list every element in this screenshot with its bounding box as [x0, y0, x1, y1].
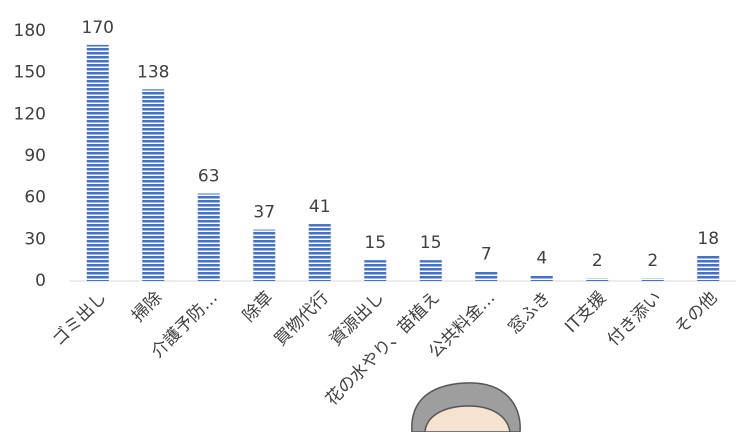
bar: [198, 194, 220, 282]
y-tick-label: 180: [14, 21, 46, 41]
x-tick-label: 掃除: [128, 288, 166, 326]
y-tick-label: 120: [14, 104, 46, 124]
y-tick-label: 60: [24, 188, 46, 208]
bar: [364, 260, 386, 281]
data-label: 18: [697, 229, 719, 249]
data-label: 2: [647, 251, 658, 271]
x-tick-label: ゴミ出し: [48, 287, 111, 350]
y-tick-label: 30: [24, 229, 46, 249]
chart: 0306090120150180170ゴミ出し138掃除63介護予防…37除草4…: [0, 0, 744, 432]
data-label: 7: [481, 244, 492, 264]
data-label: 2: [592, 251, 603, 271]
x-tick-label: 窓ふき: [505, 288, 555, 338]
bar: [87, 45, 109, 281]
data-label: 63: [198, 167, 220, 187]
bar: [420, 260, 442, 281]
y-tick-label: 150: [14, 63, 46, 83]
data-label: 170: [82, 18, 114, 38]
x-tick-label: 買物代行: [271, 288, 333, 350]
data-label: 138: [137, 62, 169, 82]
bar: [309, 224, 331, 281]
data-label: 15: [420, 233, 442, 253]
data-label: 41: [309, 197, 331, 217]
bar: [697, 256, 719, 281]
x-tick-label: その他: [671, 288, 721, 338]
data-label: 37: [253, 203, 275, 223]
data-label: 4: [536, 248, 547, 268]
y-tick-label: 90: [24, 146, 46, 166]
character-illustration: [412, 383, 520, 432]
x-tick-label: IT支援: [561, 288, 610, 337]
x-tick-label: 除草: [239, 288, 277, 326]
bar: [475, 271, 497, 281]
data-label: 15: [364, 233, 386, 253]
bar: [142, 89, 164, 281]
y-tick-label: 0: [35, 271, 46, 291]
bar: [253, 230, 275, 281]
bar: [586, 278, 608, 281]
x-tick-label: 付き添い: [604, 288, 666, 350]
bar: [642, 278, 664, 281]
bar: [531, 275, 553, 281]
